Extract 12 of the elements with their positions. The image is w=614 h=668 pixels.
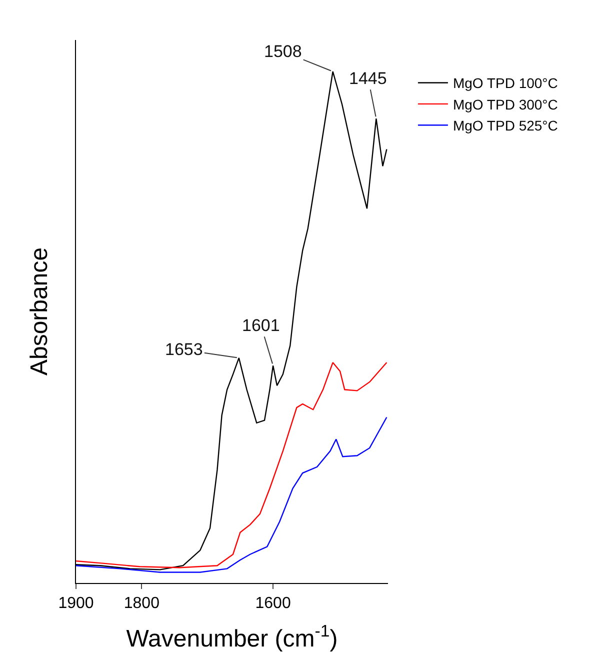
annotation: 1601 <box>242 316 280 335</box>
annotation: 1653 <box>165 340 203 359</box>
legend-label: MgO TPD 100°C <box>452 75 558 92</box>
annotation: 1445 <box>349 69 387 88</box>
x-tick-label: 1900 <box>58 595 94 612</box>
annotation: 1508 <box>264 42 302 61</box>
x-tick-label: 1600 <box>255 595 291 612</box>
x-tick-label: 1800 <box>124 595 160 612</box>
y-axis-title: Absorbance <box>26 247 54 376</box>
legend-label: MgO TPD 300°C <box>452 96 558 112</box>
legend-label: MgO TPD 525°C <box>452 118 558 134</box>
x-axis-title: Wavenumber (cm$^{-1}$) <box>126 621 338 652</box>
